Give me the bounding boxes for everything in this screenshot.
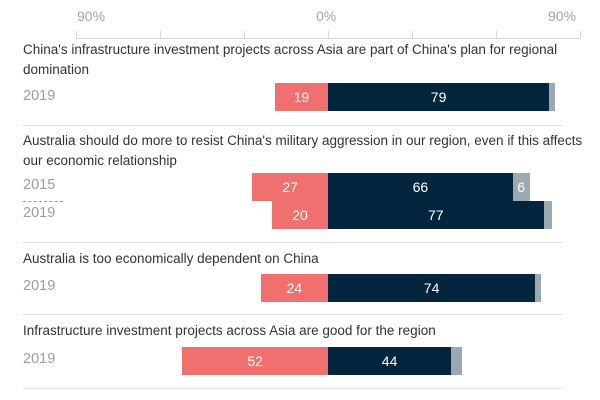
divider xyxy=(23,314,563,315)
year-label: 2015 xyxy=(23,177,56,193)
year-label: 2019 xyxy=(23,88,56,104)
bar-other xyxy=(535,274,541,302)
bar-disagree: 20 xyxy=(272,201,328,229)
year-label: 2019 xyxy=(23,351,56,367)
year-divider xyxy=(23,201,63,202)
bar-disagree: 27 xyxy=(252,173,328,201)
question-2: Australia should do more to resist China… xyxy=(23,133,583,168)
bar-agree: 74 xyxy=(328,274,536,302)
bar-other xyxy=(549,83,555,111)
bar-agree: 44 xyxy=(328,347,452,375)
divider xyxy=(23,388,563,389)
axis-tick xyxy=(328,31,329,39)
bar-agree: 79 xyxy=(328,83,550,111)
axis-tick xyxy=(76,31,77,39)
year-label: 2019 xyxy=(23,278,56,294)
axis-tick xyxy=(412,31,413,39)
question-4: Infrastructure investment projects acros… xyxy=(23,323,436,338)
bar-other xyxy=(451,347,463,375)
question-3: Australia is too economically dependent … xyxy=(23,251,319,266)
axis-label-right: 90% xyxy=(548,8,577,24)
bar-other xyxy=(543,201,552,229)
axis-tick xyxy=(160,31,161,39)
divider xyxy=(23,242,563,243)
axis-label-left: 90% xyxy=(77,8,106,24)
year-label: 2019 xyxy=(23,205,56,221)
question-1: China's infrastructure investment projec… xyxy=(23,42,558,77)
axis-tick xyxy=(580,31,581,39)
bar-agree: 77 xyxy=(328,201,544,229)
bar-other: 6 xyxy=(512,173,530,201)
bar-agree: 66 xyxy=(328,173,513,201)
axis-tick xyxy=(244,31,245,39)
divider xyxy=(23,125,563,126)
bar-disagree: 52 xyxy=(182,347,328,375)
bar-disagree: 19 xyxy=(274,83,328,111)
bar-disagree: 24 xyxy=(260,274,328,302)
axis-tick xyxy=(496,31,497,39)
axis-label-zero: 0% xyxy=(316,8,337,24)
